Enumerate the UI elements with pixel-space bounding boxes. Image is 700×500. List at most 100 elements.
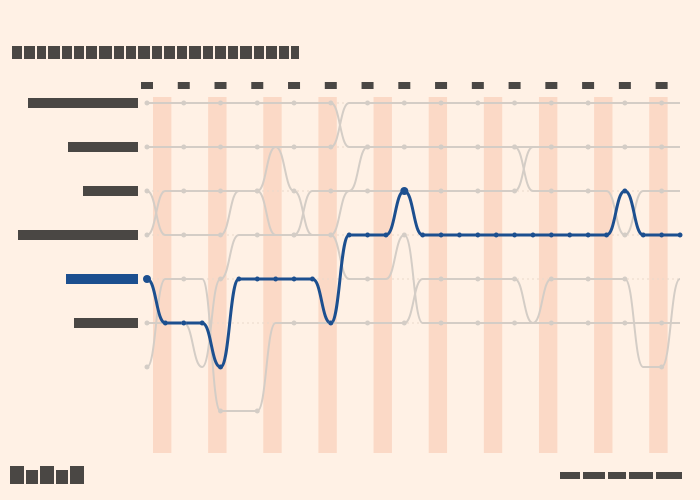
series-line-7 [146,278,681,412]
column-label-13 [361,82,374,89]
highlighted-point-16 [420,232,426,238]
series-5-point-13 [365,100,371,106]
series-3-point-9 [291,232,297,238]
band-6 [428,97,448,453]
series-6-point-5 [218,100,224,106]
highlighted-point-12 [346,232,352,238]
series-4-point-5 [218,232,224,238]
band-1 [153,97,172,453]
highlighted-point-18 [456,232,462,238]
series-4-point-11 [328,232,334,238]
highlighted-point-28 [640,232,646,238]
highlighted-point-1 [143,275,151,283]
series-3-point-19 [475,188,481,194]
series-2-point-23 [548,320,554,326]
series-2-point-25 [585,320,591,326]
series-3-point-11 [328,188,334,194]
series-4-point-1 [144,188,150,194]
highlighted-point-17 [438,232,444,238]
series-5-point-23 [548,100,554,106]
series-6-point-11 [328,100,334,106]
series-2-point-15 [401,232,407,238]
series-5-point-29 [659,100,665,106]
highlighted-point-9 [291,276,297,282]
column-label-9 [288,82,301,89]
series-2-point-1 [144,320,150,326]
row-label-5 [66,274,138,284]
row-labels-pixelated [18,98,138,328]
highlighted-point-13 [365,232,371,238]
column-label-25 [582,82,595,89]
series-7-point-13 [365,320,371,326]
series-4-point-9 [291,188,297,194]
series-6-point-19 [475,144,481,150]
highlighted-point-25 [585,232,591,238]
series-5-point-3 [181,144,187,150]
highlighted-point-10 [309,276,315,282]
column-label-1 [141,82,153,89]
series-6-point-15 [401,144,407,150]
series-6-point-3 [181,100,187,106]
series-4-point-3 [181,232,187,238]
series-5-point-27 [622,100,628,106]
series-2-point-27 [622,320,628,326]
highlighted-point-21 [512,232,518,238]
highlighted-point-20 [493,232,499,238]
series-6-point-27 [622,144,628,150]
heading-pixelated [12,46,299,59]
highlight-bands [153,97,668,453]
highlighted-point-29 [659,232,665,238]
band-7 [483,97,503,453]
column-label-21 [508,82,521,89]
series-7-point-23 [548,276,554,282]
column-label-15 [398,82,411,89]
series-2-point-7 [254,232,260,238]
column-label-17 [435,82,448,89]
series-5-point-5 [218,144,224,150]
series-5-point-11 [328,144,334,150]
series-7-point-17 [438,276,444,282]
band-4 [318,97,337,453]
highlighted-point-2 [162,320,168,326]
series-7-point-3 [181,276,187,282]
column-label-19 [471,82,484,89]
row-label-1 [28,98,138,108]
series-3-point-3 [181,188,187,194]
series-6-point-25 [585,144,591,150]
column-labels-pixelated [141,82,668,89]
series-2-point-5 [218,276,224,282]
series-6-point-1 [144,100,150,106]
highlighted-point-27 [622,188,628,194]
series-2-point-13 [365,276,371,282]
series-3-point-17 [438,188,444,194]
series-7-point-27 [622,276,628,282]
series-6-point-9 [291,100,297,106]
column-label-7 [251,82,264,89]
row-label-4 [18,230,138,240]
series-3-point-21 [512,188,518,194]
series-7-point-5 [218,408,224,414]
row-label-2 [68,142,138,152]
series-3-point-13 [365,188,371,194]
series-2-point-29 [659,320,665,326]
highlighted-point-23 [548,232,554,238]
source-logo-pixelated [10,466,84,484]
band-9 [594,97,613,453]
series-5-point-21 [512,100,518,106]
highlighted-point-7 [254,276,260,282]
highlighted-point-22 [530,232,536,238]
series-4-point-7 [254,188,260,194]
column-label-3 [177,82,190,89]
series-7-point-21 [512,276,518,282]
series-7-point-7 [254,408,260,414]
highlighted-point-30 [677,232,683,238]
series-3-point-1 [144,232,150,238]
highlighted-point-5 [218,364,224,370]
series-7-point-19 [475,276,481,282]
highlighted-point-4 [199,320,205,326]
series-4-point-25 [585,188,591,194]
series-2-point-17 [438,320,444,326]
credit-pixelated [560,472,682,479]
series-points [143,100,683,414]
series-6-point-7 [254,100,260,106]
